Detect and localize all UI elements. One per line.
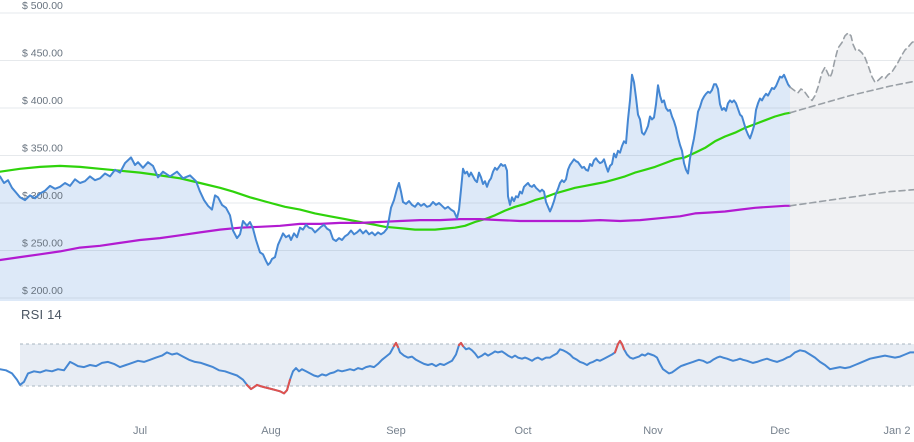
- x-axis-label: Jan 2: [884, 425, 911, 437]
- y-axis-label: $ 450.00: [22, 48, 63, 60]
- ma-fast-forecast-line: [789, 80, 914, 114]
- x-axis-label: Oct: [514, 425, 531, 437]
- rsi-alert-segments: [246, 339, 625, 395]
- x-axis-labels: Jul Aug Sep Oct Nov Dec Jan 2: [133, 425, 910, 437]
- price-forecast-line: [789, 32, 914, 102]
- price-grid: [0, 12, 914, 299]
- x-axis-label: Jul: [133, 425, 147, 437]
- price-forecast-area: [790, 33, 914, 301]
- x-axis-label: Dec: [770, 425, 790, 437]
- x-axis-label: Sep: [386, 425, 406, 437]
- y-axis-labels: $ 500.00 $ 450.00 $ 400.00 $ 350.00 $ 300.00…: [22, 0, 63, 297]
- price-area: [0, 74, 790, 301]
- price-line: [0, 73, 791, 266]
- x-axis-label: Nov: [643, 425, 663, 437]
- y-axis-label: $ 400.00: [22, 95, 63, 107]
- ma-slow-forecast-line: [789, 188, 914, 207]
- x-axis-label: Aug: [261, 425, 281, 437]
- y-axis-label: $ 350.00: [22, 143, 63, 155]
- y-axis-label: $ 500.00: [22, 0, 63, 12]
- rsi-indicator-label: RSI 14: [21, 307, 62, 322]
- rsi-band: [20, 343, 914, 387]
- ma-slow-line: [0, 204, 792, 262]
- y-axis-label: $ 300.00: [22, 190, 63, 202]
- y-axis-label: $ 250.00: [22, 238, 63, 250]
- y-axis-label: $ 200.00: [22, 285, 63, 297]
- rsi-line: [0, 339, 914, 395]
